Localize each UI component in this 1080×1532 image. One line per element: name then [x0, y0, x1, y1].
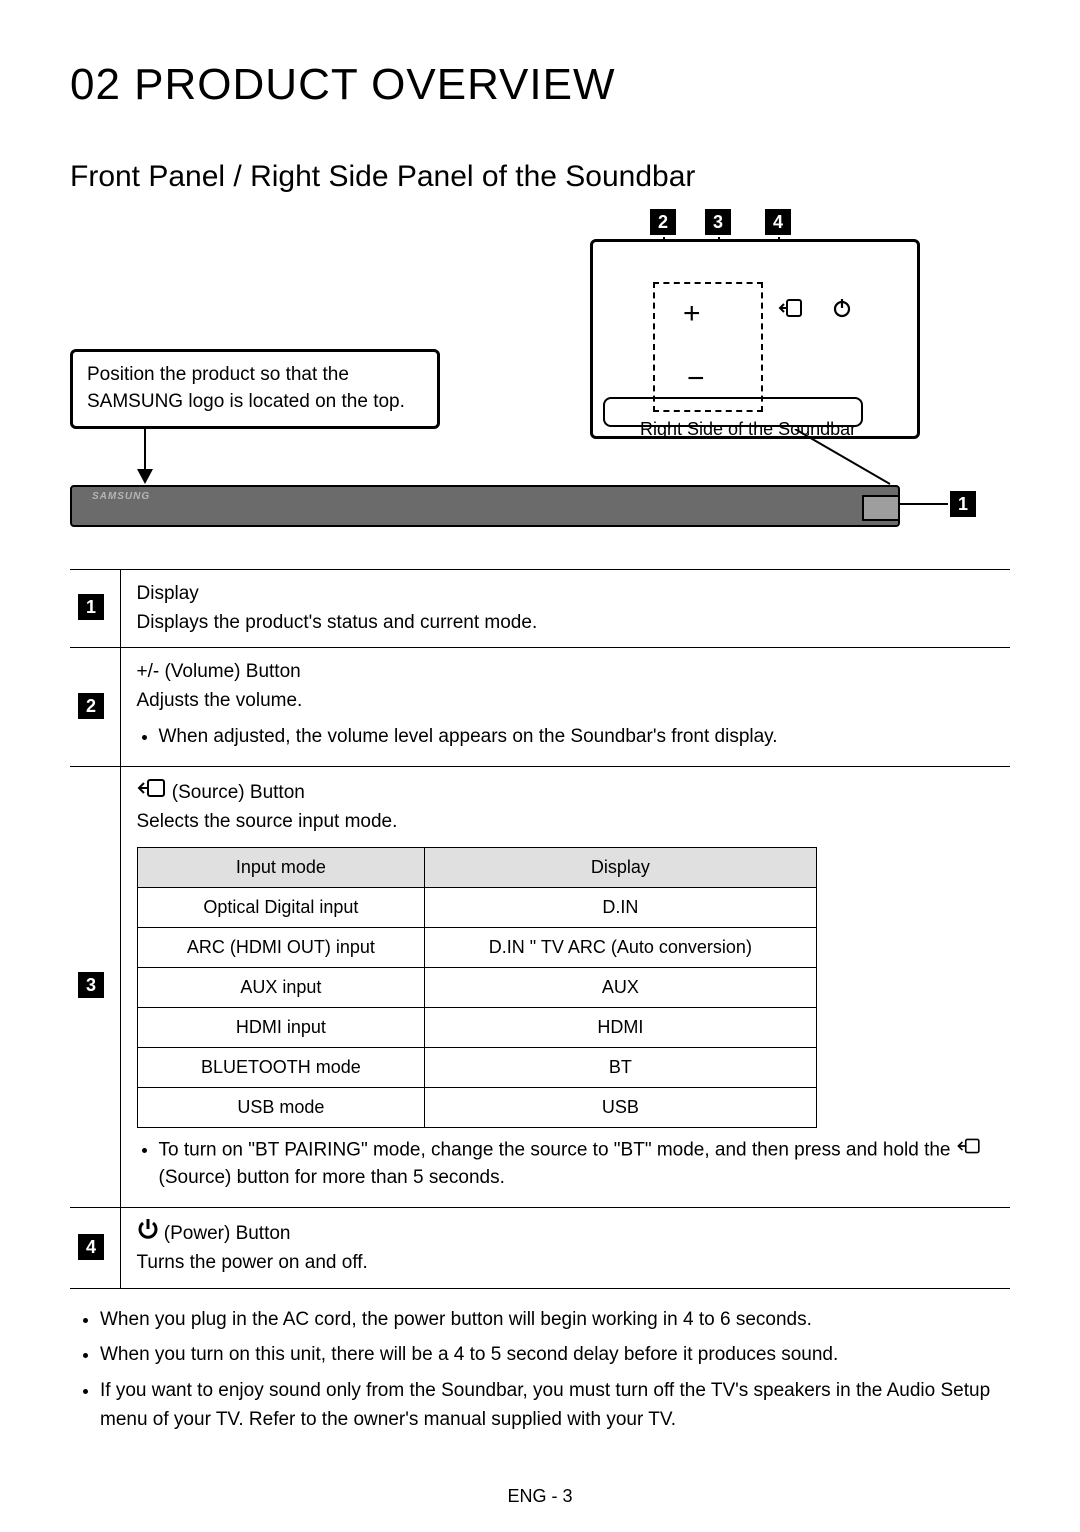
section-title: 02 PRODUCT OVERVIEW [70, 60, 1010, 110]
inner-cell: USB mode [137, 1087, 425, 1127]
inner-cell: AUX input [137, 967, 425, 1007]
callout-number-2: 2 [650, 209, 676, 235]
callout-number-1: 1 [950, 491, 976, 517]
soundbar-front-illustration: SAMSUNG [70, 485, 900, 527]
leader-line [790, 429, 910, 489]
callout-box: Position the product so that the SAMSUNG… [70, 349, 440, 429]
source-icon [778, 297, 804, 324]
volume-up-icon: + [683, 297, 701, 331]
inner-cell: ARC (HDMI OUT) input [137, 927, 425, 967]
row4-title: (Power) Button [137, 1218, 1003, 1250]
inner-cell: BLUETOOTH mode [137, 1047, 425, 1087]
power-icon [137, 1218, 159, 1250]
table-row: 1 Display Displays the product's status … [70, 570, 1010, 648]
source-icon [956, 1136, 982, 1165]
side-panel-illustration: + − [590, 239, 920, 439]
bottom-note-3: If you want to enjoy sound only from the… [100, 1376, 1010, 1435]
bottom-notes: When you plug in the AC cord, the power … [70, 1305, 1010, 1435]
row-number-2: 2 [78, 693, 104, 719]
inner-cell: HDMI input [137, 1007, 425, 1047]
callout-pointer [125, 429, 165, 489]
inner-cell: HDMI [425, 1007, 816, 1047]
diagram-area: 2 3 4 + − Right Side of the Soundbar Pos… [70, 219, 1010, 559]
row4-desc: Turns the power on and off. [137, 1249, 1003, 1278]
callout-number-4: 4 [765, 209, 791, 235]
row1-desc: Displays the product's status and curren… [137, 609, 1003, 638]
power-icon [831, 297, 853, 324]
inner-cell: USB [425, 1087, 816, 1127]
inner-cell: BT [425, 1047, 816, 1087]
inner-cell: Optical Digital input [137, 887, 425, 927]
front-display-rect [862, 495, 900, 521]
row1-title: Display [137, 580, 1003, 609]
inner-th-1: Input mode [137, 847, 425, 887]
leader-line [900, 503, 948, 505]
row-number-4: 4 [78, 1234, 104, 1260]
input-mode-table: Input mode Display Optical Digital input… [137, 847, 817, 1128]
page-number: ENG - 3 [0, 1486, 1080, 1507]
row-number-3: 3 [78, 972, 104, 998]
samsung-logo: SAMSUNG [92, 491, 150, 502]
table-row: 4 (Power) Button Turns the power on and … [70, 1207, 1010, 1288]
row3-desc: Selects the source input mode. [137, 808, 1003, 837]
subsection-title: Front Panel / Right Side Panel of the So… [70, 160, 1010, 194]
callout-number-3: 3 [705, 209, 731, 235]
inner-cell: D.IN [425, 887, 816, 927]
row2-title: +/- (Volume) Button [137, 658, 1003, 687]
bottom-note-2: When you turn on this unit, there will b… [100, 1340, 1010, 1369]
table-row: 3 (Source) Button Selects the source inp… [70, 766, 1010, 1207]
source-icon [137, 777, 167, 809]
inner-cell: AUX [425, 967, 816, 1007]
bottom-note-1: When you plug in the AC cord, the power … [100, 1305, 1010, 1334]
info-table: 1 Display Displays the product's status … [70, 569, 1010, 1289]
touch-area-outline [653, 282, 763, 412]
volume-down-icon: − [687, 362, 705, 396]
inner-th-2: Display [425, 847, 816, 887]
table-row: 2 +/- (Volume) Button Adjusts the volume… [70, 648, 1010, 767]
row2-desc: Adjusts the volume. [137, 687, 1003, 716]
row-number-1: 1 [78, 594, 104, 620]
row3-title: (Source) Button [137, 777, 1003, 809]
row3-note: To turn on "BT PAIRING" mode, change the… [159, 1136, 1003, 1193]
inner-cell: D.IN " TV ARC (Auto conversion) [425, 927, 816, 967]
row2-bullet-1: When adjusted, the volume level appears … [159, 723, 1003, 752]
